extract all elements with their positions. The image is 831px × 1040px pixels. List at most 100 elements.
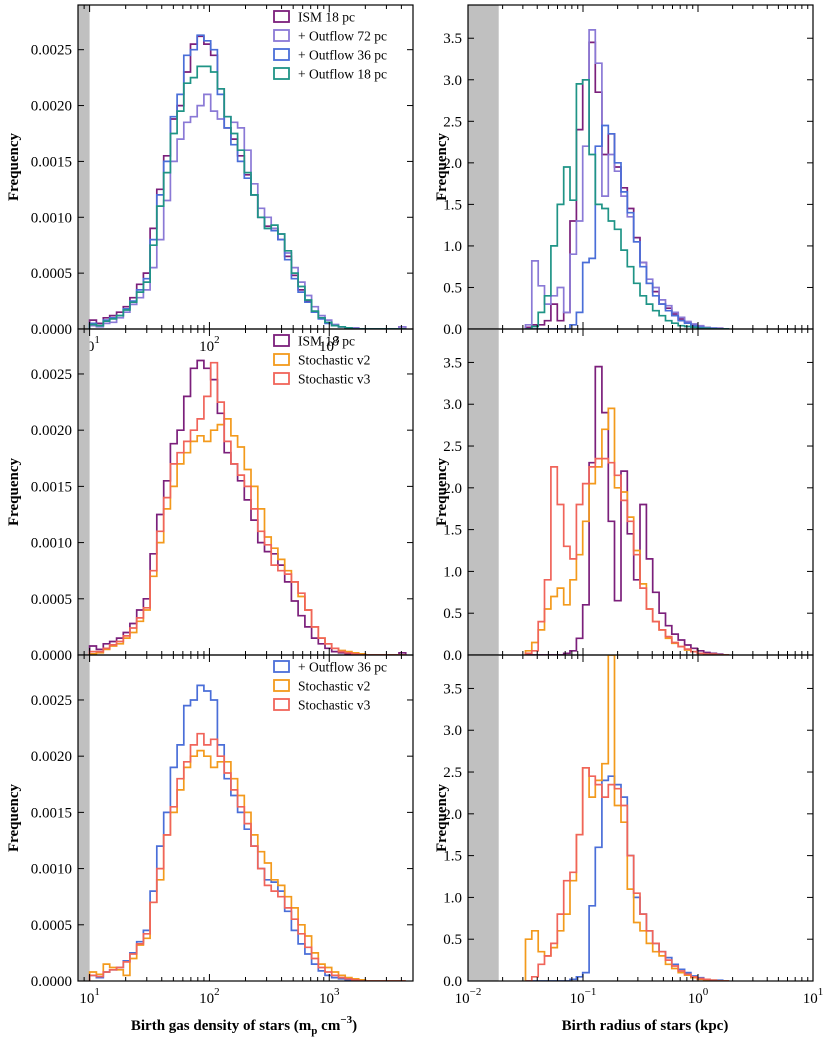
legend-label: + Outflow 36 pc — [298, 48, 387, 63]
x-tick-label: 103 — [319, 334, 340, 355]
y-tick-label: 1.5 — [443, 197, 462, 213]
y-tick-label: 0.0010 — [31, 536, 72, 552]
panel-radius-top: 0.0 0.5 1.0 1.5 2.0 2.5 3.0 3.5 Frequency — [434, 4, 814, 338]
y-tick-label: 0.0000 — [31, 974, 72, 990]
y-tick-label: 3.5 — [443, 355, 462, 371]
y-tick-label: 1.0 — [443, 564, 462, 580]
y-tick-label: 1.0 — [443, 239, 462, 255]
y-axis-label: Frequency — [6, 132, 22, 201]
y-tick-label: 2.5 — [443, 114, 462, 130]
legend-swatch — [273, 10, 290, 23]
y-tick-label: 0.0020 — [31, 749, 72, 765]
y-axis-label: Frequency — [6, 783, 22, 852]
excluded-region — [468, 655, 499, 981]
y-tick-label: 2.0 — [443, 481, 462, 497]
histogram-series — [525, 365, 730, 655]
y-tick-label: 3.0 — [443, 397, 462, 413]
y-tick-label: 0.0005 — [31, 918, 72, 934]
y-tick-label: 2.5 — [443, 765, 462, 781]
x-tick-label: 102 — [199, 334, 220, 355]
y-tick-label: 0.0025 — [31, 693, 72, 709]
legend-label: + Outflow 18 pc — [298, 67, 387, 82]
y-tick-label: 0.0 — [443, 648, 462, 664]
y-tick-label: 2.0 — [443, 156, 462, 172]
x-tick-label: 100 — [688, 986, 709, 1007]
panel-density-middle: 0.0000 0.0005 0.0010 0.0015 0.0020 0.0025 Freq… — [6, 328, 414, 664]
legend-swatch — [273, 660, 290, 673]
x-tick-label: 103 — [319, 986, 340, 1007]
y-tick-label: 2.5 — [443, 439, 462, 455]
legend-label: ISM 18 pc — [298, 10, 355, 25]
y-tick-label: 0.0020 — [31, 99, 72, 115]
histogram-series — [88, 65, 406, 329]
y-tick-label: 0.0000 — [31, 322, 72, 338]
y-tick-label: 3.5 — [443, 681, 462, 697]
histogram-series — [88, 732, 406, 981]
legend-swatch — [273, 698, 290, 711]
histogram-series — [524, 41, 730, 329]
histogram-series — [524, 457, 730, 655]
legend-swatch — [273, 334, 290, 347]
y-tick-label: 0.5 — [443, 606, 462, 622]
axes-frame — [467, 4, 814, 330]
histogram-series — [525, 766, 730, 981]
y-tick-label: 0.0010 — [31, 862, 72, 878]
y-axis-label: Frequency — [434, 132, 450, 201]
legend-swatch — [273, 67, 290, 80]
y-tick-label: 0.0005 — [31, 592, 72, 608]
excluded-region — [468, 5, 499, 329]
axes-frame — [467, 328, 814, 656]
panel-radius-middle: 0.0 0.5 1.0 1.5 2.0 2.5 3.0 3.5 Frequency — [434, 328, 814, 664]
legend: ISM 18 pc + Outflow 72 pc + Outflow 36 pc +… — [273, 10, 387, 82]
legend-label: ISM 18 pc — [298, 334, 355, 349]
y-tick-label: 3.5 — [443, 31, 462, 47]
legend-swatch — [273, 29, 290, 42]
histogram-series — [88, 684, 406, 981]
legend: + Outflow 36 pc Stochastic v2 Stochastic v… — [273, 660, 387, 713]
density-x-axis-label: Birth gas density of stars (mp cm−3) — [131, 1014, 357, 1037]
y-tick-label: 0.0015 — [31, 805, 72, 821]
y-tick-label: 0.0025 — [31, 367, 72, 383]
legend-label: Stochastic v3 — [298, 698, 371, 713]
y-tick-label: 0.5 — [443, 280, 462, 296]
y-tick-label: 0.0015 — [31, 154, 72, 170]
x-tick-label: 10−1 — [570, 986, 597, 1007]
y-tick-label: 3.0 — [443, 723, 462, 739]
excluded-region — [78, 5, 90, 329]
y-tick-label: 0.0 — [443, 974, 462, 990]
x-tick-label: 10−2 — [455, 986, 482, 1007]
y-axis-label: Frequency — [6, 457, 22, 526]
y-tick-label: 0.0 — [443, 322, 462, 338]
y-tick-label: 0.0010 — [31, 210, 72, 226]
legend-label: Stochastic v2 — [298, 353, 370, 368]
excluded-region — [78, 329, 90, 655]
legend-swatch — [273, 48, 290, 61]
legend-label: Stochastic v2 — [298, 679, 370, 694]
axes-frame — [467, 654, 814, 982]
y-tick-label: 1.5 — [443, 523, 462, 539]
histogram-series — [88, 359, 407, 655]
y-tick-label: 3.0 — [443, 73, 462, 89]
y-tick-label: 1.5 — [443, 849, 462, 865]
y-tick-label: 0.5 — [443, 932, 462, 948]
legend-swatch — [273, 372, 290, 385]
panel-radius-bottom: 0.0 0.5 1.0 1.5 2.0 2.5 3.0 3.5 10−2 10−1 100 101 Fr… — [434, 654, 824, 1007]
x-tick-label: 101 — [79, 986, 100, 1007]
excluded-region — [468, 329, 499, 655]
legend-swatch — [273, 679, 290, 692]
y-tick-label: 0.0025 — [31, 43, 72, 59]
legend-label: Stochastic v3 — [298, 372, 371, 387]
x-tick-label: 102 — [199, 986, 220, 1007]
y-tick-label: 1.0 — [443, 890, 462, 906]
legend-swatch — [273, 353, 290, 366]
excluded-region — [78, 655, 90, 981]
y-tick-label: 2.0 — [443, 807, 462, 823]
y-tick-label: 0.0005 — [31, 266, 72, 282]
x-tick-label: 101 — [803, 986, 824, 1007]
y-tick-label: 0.0020 — [31, 423, 72, 439]
histogram-series — [525, 78, 730, 329]
panel-density-bottom: 0.0000 0.0005 0.0010 0.0015 0.0020 0.0025 101 1… — [6, 654, 414, 1007]
panel-density-top: 0.00000.00050.00100.00150.00200.00251011… — [6, 4, 414, 355]
histogram-series — [525, 124, 730, 329]
